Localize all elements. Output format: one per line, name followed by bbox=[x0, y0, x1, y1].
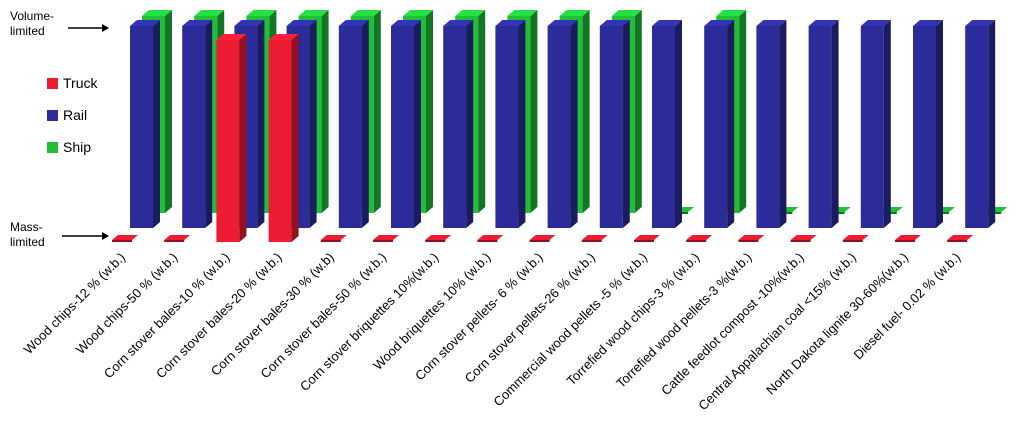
rail-bar-16 bbox=[965, 20, 996, 228]
rail-bar-10 bbox=[652, 20, 682, 228]
truck-bar-4 bbox=[320, 235, 347, 242]
rail-bar-1 bbox=[182, 20, 213, 228]
truck-bar-6 bbox=[425, 235, 452, 242]
rail-bar-0 bbox=[130, 20, 160, 228]
truck-bar-13 bbox=[790, 235, 817, 242]
truck-bar-10 bbox=[634, 235, 660, 242]
category-label: Wood chips-12 % (w.b.) bbox=[21, 250, 129, 358]
category-labels: Wood chips-12 % (w.b.)Wood chips-50 % (w… bbox=[21, 250, 964, 414]
rail-bar-6 bbox=[443, 20, 474, 228]
truck-bar-7 bbox=[477, 235, 504, 242]
legend-swatch bbox=[47, 110, 58, 121]
truck-bar-0 bbox=[112, 235, 138, 242]
truck-series-layer bbox=[112, 34, 974, 242]
truck-bar-8 bbox=[529, 235, 556, 242]
y-level-top-arrowhead bbox=[102, 24, 109, 32]
legend-item-truck: Truck bbox=[47, 75, 98, 91]
truck-bar-2 bbox=[216, 34, 247, 242]
truck-bar-9 bbox=[581, 235, 608, 242]
y-level-bottom-label: Mass-limited bbox=[10, 220, 45, 249]
legend-swatch bbox=[47, 78, 58, 89]
rail-bar-11 bbox=[704, 20, 735, 228]
truck-bar-3 bbox=[268, 34, 299, 242]
truck-bar-12 bbox=[738, 235, 765, 242]
y-level-bottom-arrowhead bbox=[102, 232, 109, 240]
rail-bar-9 bbox=[599, 20, 630, 228]
rail-bar-12 bbox=[756, 20, 787, 228]
rail-bar-5 bbox=[391, 20, 421, 228]
legend: Truck Rail Ship bbox=[47, 75, 98, 155]
truck-bar-11 bbox=[686, 235, 713, 242]
y-level-top-label: Volume-limited bbox=[10, 9, 54, 38]
category-label: Diesel fuel- 0.02 % (w.b.) bbox=[851, 250, 964, 363]
legend-item-rail: Rail bbox=[47, 107, 87, 123]
legend-label: Ship bbox=[63, 139, 91, 155]
truck-bar-16 bbox=[947, 235, 974, 242]
legend-item-ship: Ship bbox=[47, 139, 91, 155]
truck-bar-1 bbox=[164, 235, 191, 242]
truck-bar-5 bbox=[373, 235, 399, 242]
rail-bar-7 bbox=[495, 20, 526, 228]
legend-label: Rail bbox=[63, 107, 87, 123]
rail-bar-8 bbox=[547, 20, 578, 228]
truck-bar-15 bbox=[895, 235, 921, 242]
rail-bar-15 bbox=[913, 20, 943, 228]
truck-bar-14 bbox=[842, 235, 869, 242]
rail-series-layer bbox=[130, 20, 996, 228]
rail-bar-13 bbox=[808, 20, 839, 228]
category-label: Wood chips-50 % (w.b.) bbox=[73, 250, 181, 358]
legend-swatch bbox=[47, 142, 58, 153]
rail-bar-14 bbox=[860, 20, 891, 228]
legend-label: Truck bbox=[63, 75, 98, 91]
rail-bar-4 bbox=[338, 20, 369, 228]
